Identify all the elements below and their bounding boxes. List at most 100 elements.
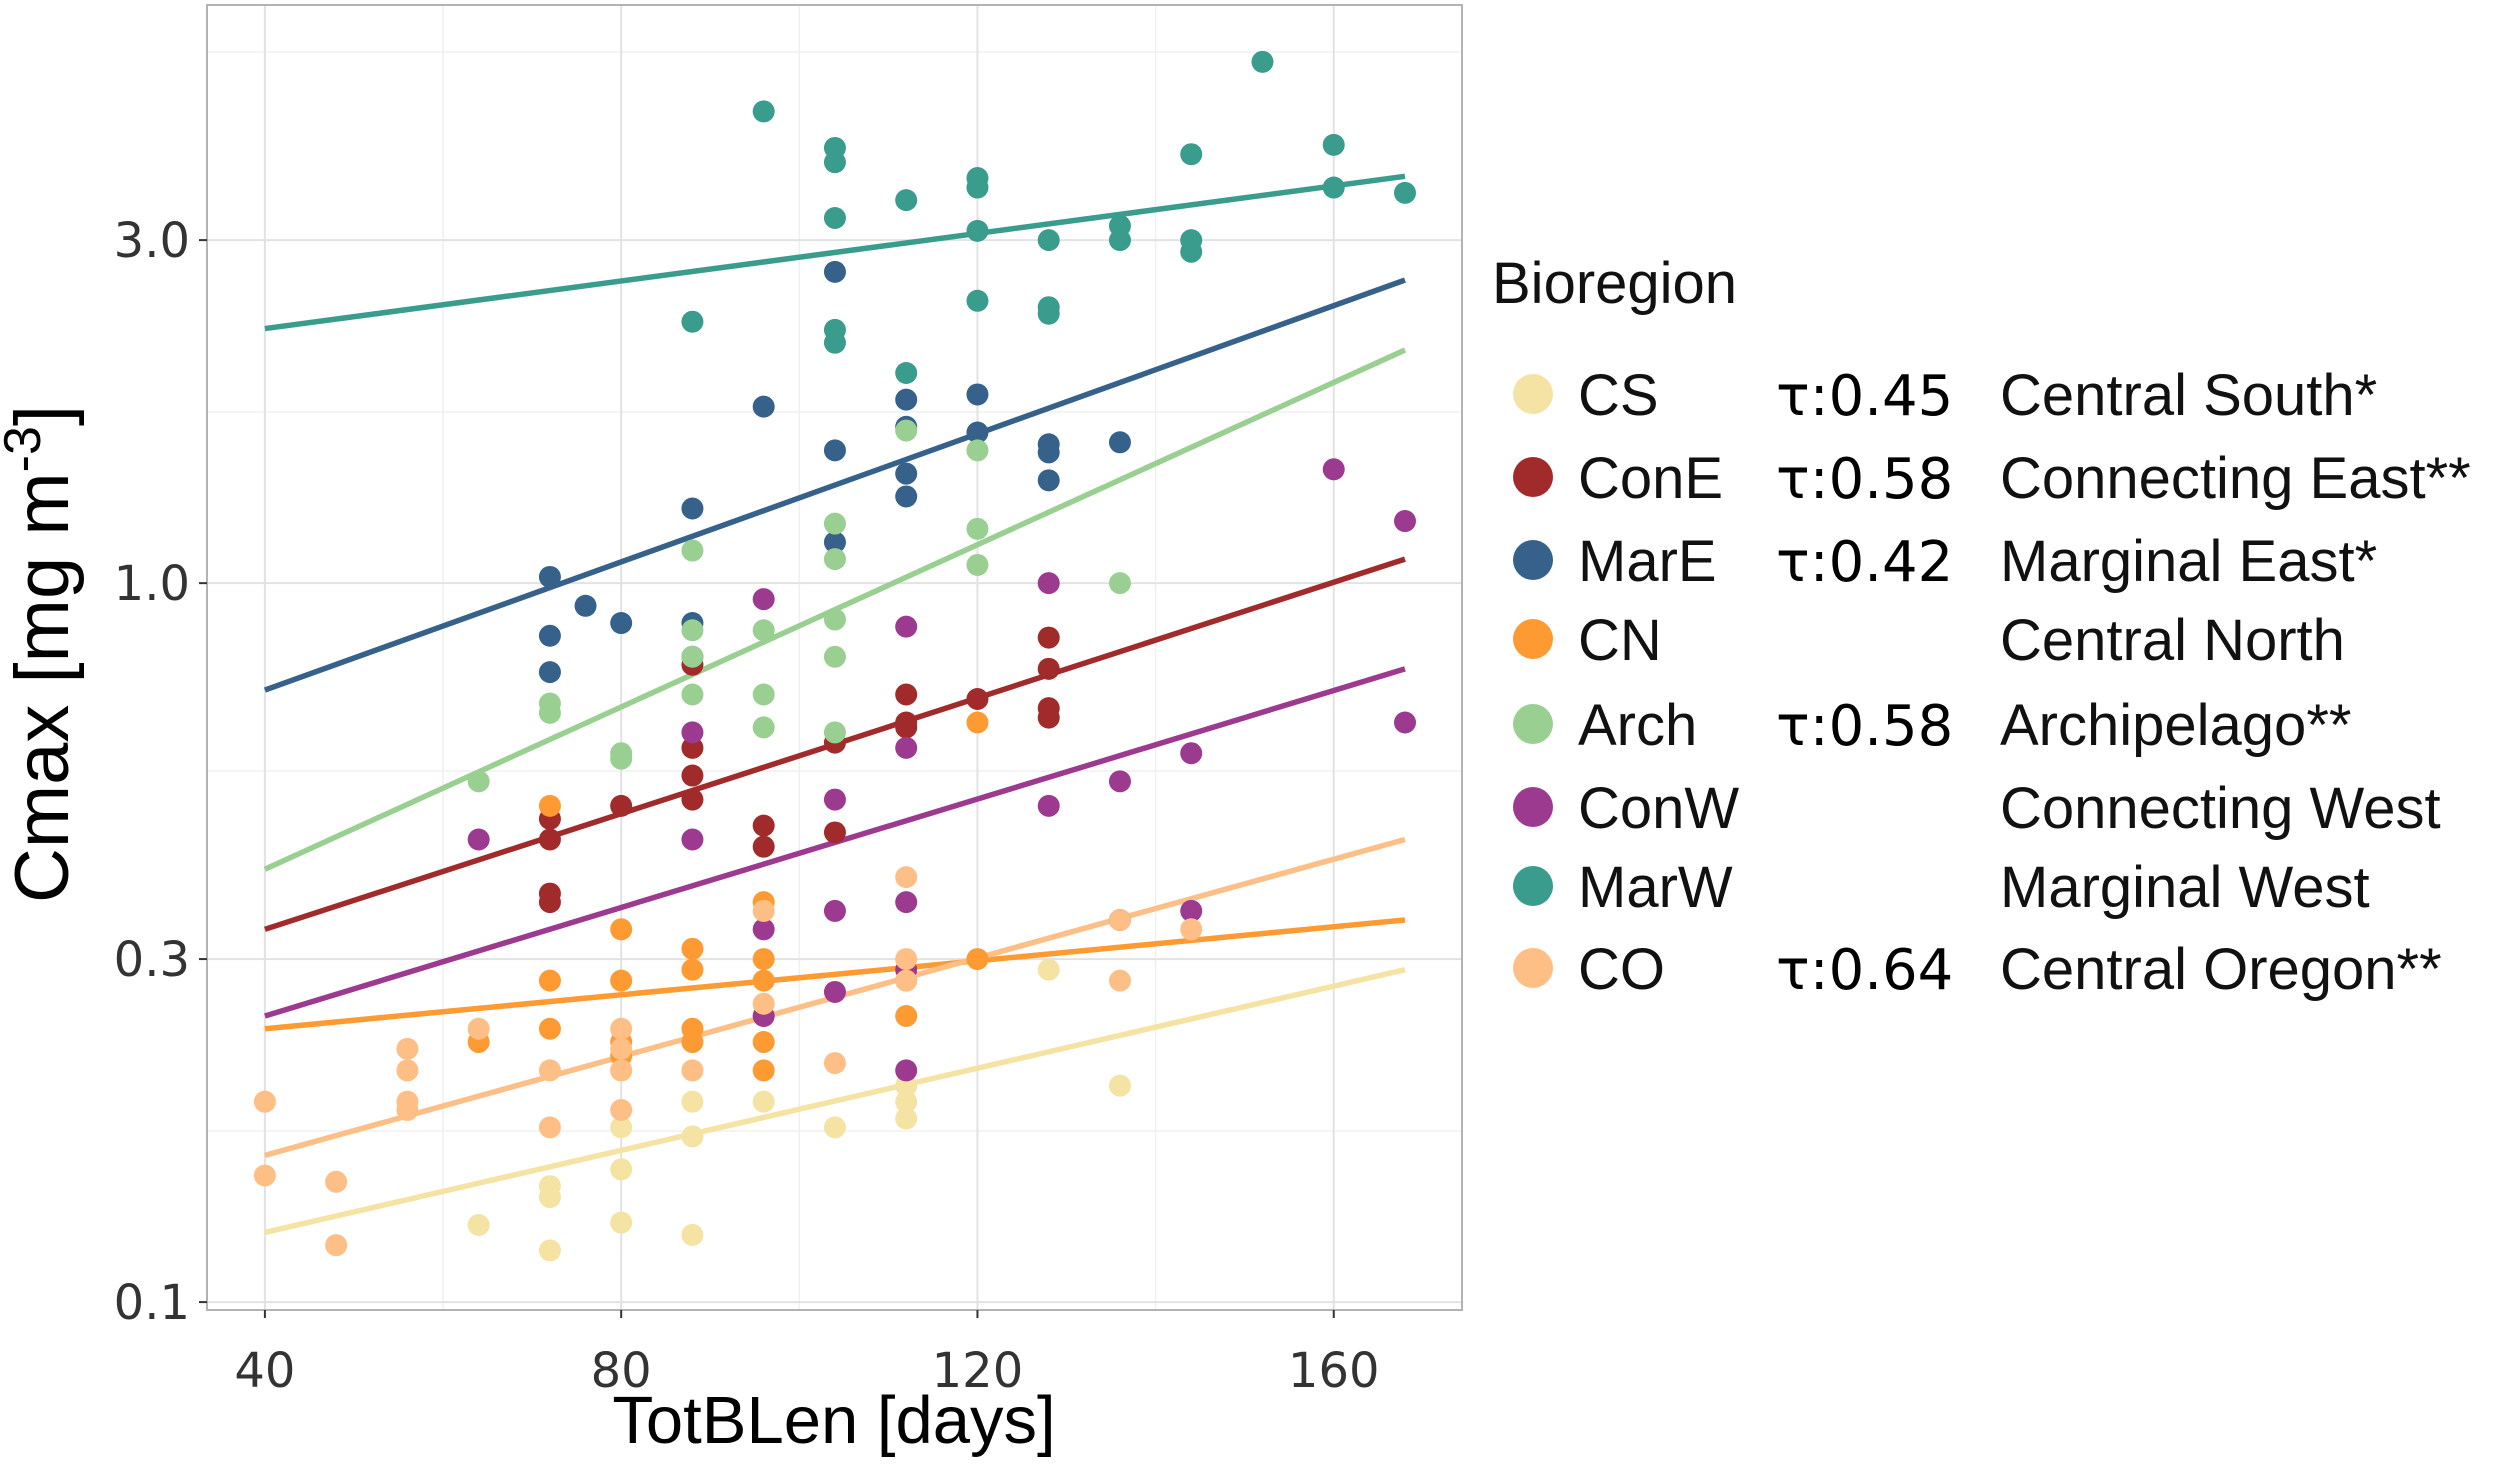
legend-tau: τ:0.64: [1776, 938, 1953, 1003]
point-mare: [895, 485, 918, 508]
y-axis-title-main: Cmax [mg m: [0, 472, 85, 903]
legend-item-cn: CN Central North: [1513, 608, 2345, 673]
point-co: [752, 899, 775, 922]
point-cn: [538, 794, 561, 817]
point-mare: [966, 421, 989, 444]
point-arch: [823, 548, 846, 571]
point-arch: [1108, 572, 1131, 595]
point-conw: [895, 1059, 918, 1082]
point-co: [467, 1017, 490, 1040]
x-tick-label: 120: [932, 1343, 1024, 1399]
point-conw: [752, 918, 775, 941]
x-axis-title: TotBLen [days]: [612, 1383, 1055, 1458]
point-mare: [1037, 441, 1060, 464]
point-co: [253, 1090, 276, 1113]
point-co: [1180, 918, 1203, 941]
point-cn: [752, 969, 775, 992]
legend-abbrev: MarE: [1578, 529, 1717, 594]
point-mare: [538, 624, 561, 647]
point-cs: [895, 1074, 918, 1097]
point-co: [610, 1099, 633, 1122]
point-cs: [895, 1107, 918, 1130]
point-cs: [610, 1158, 633, 1181]
legend-abbrev: ConW: [1578, 776, 1739, 841]
point-cs: [538, 1186, 561, 1209]
point-conw: [1108, 770, 1131, 793]
point-cn: [966, 711, 989, 734]
fit-line-mare: [263, 277, 1406, 693]
y-axis-title-sup: -3: [0, 426, 52, 472]
point-marw: [1037, 302, 1060, 325]
point-cn: [681, 1031, 704, 1054]
point-conw: [1393, 711, 1416, 734]
point-conw: [895, 891, 918, 914]
point-mare: [1108, 431, 1131, 454]
fit-line-cs: [264, 966, 1406, 1236]
point-cone: [1037, 706, 1060, 729]
point-co: [823, 1052, 846, 1075]
point-co: [752, 992, 775, 1015]
point-conw: [1180, 899, 1203, 922]
fit-lines: [263, 173, 1407, 1236]
point-marw: [823, 331, 846, 354]
point-conw: [467, 828, 490, 851]
point-co: [253, 1164, 276, 1187]
point-co: [396, 1037, 419, 1060]
point-conw: [823, 980, 846, 1003]
point-arch: [966, 439, 989, 462]
point-cone: [1037, 626, 1060, 649]
point-cone: [752, 835, 775, 858]
legend-item-co: CO τ:0.64 Central Oregon**: [1513, 937, 2442, 1003]
point-cs: [895, 1090, 918, 1113]
point-marw: [966, 219, 989, 242]
point-arch: [467, 770, 490, 793]
legend-item-cone: ConE τ:0.58 Connecting East**: [1513, 446, 2471, 512]
point-cn: [681, 958, 704, 981]
point-cn: [752, 1031, 775, 1054]
point-mare: [823, 439, 846, 462]
point-mare: [1037, 469, 1060, 492]
point-mare: [538, 661, 561, 684]
legend-item-mare: MarE τ:0.42 Marginal East*: [1513, 529, 2377, 595]
point-cs: [681, 1090, 704, 1113]
legend-tau: τ:0.58: [1776, 694, 1953, 759]
point-marw: [1180, 143, 1203, 166]
point-marw: [1393, 181, 1416, 204]
point-cs: [681, 1223, 704, 1246]
point-conw: [1037, 794, 1060, 817]
point-cn: [966, 948, 989, 971]
legend-abbrev: CS: [1578, 363, 1659, 428]
point-cs: [1108, 1074, 1131, 1097]
point-co: [681, 1059, 704, 1082]
point-cn: [538, 969, 561, 992]
legend-key-mare: [1513, 540, 1553, 580]
point-arch: [966, 517, 989, 540]
point-marw: [966, 289, 989, 312]
legend-key-conw: [1513, 787, 1553, 827]
point-conw: [823, 899, 846, 922]
point-marw: [966, 176, 989, 199]
x-tick-label: 40: [234, 1343, 295, 1399]
point-conw: [895, 615, 918, 638]
point-marw: [1322, 176, 1345, 199]
point-cs: [681, 1125, 704, 1148]
point-cs: [752, 1090, 775, 1113]
point-mare: [610, 612, 633, 635]
point-cn: [610, 918, 633, 941]
point-cn: [538, 1017, 561, 1040]
point-mare: [681, 497, 704, 520]
point-cs: [610, 1211, 633, 1234]
y-tick-label: 3.0: [114, 213, 190, 269]
legend-tau: τ:0.58: [1776, 447, 1953, 512]
axis-ticks: 40 80 120 160 0.1 0.3 1.0 3.0: [114, 213, 1380, 1399]
point-co: [610, 1037, 633, 1060]
point-co: [325, 1234, 348, 1257]
point-arch: [681, 683, 704, 706]
point-arch: [823, 721, 846, 744]
point-cone: [538, 891, 561, 914]
fit-line-cn: [264, 917, 1406, 1032]
point-conw: [1322, 458, 1345, 481]
point-cone: [966, 688, 989, 711]
point-conw: [1393, 510, 1416, 533]
point-cn: [681, 937, 704, 960]
